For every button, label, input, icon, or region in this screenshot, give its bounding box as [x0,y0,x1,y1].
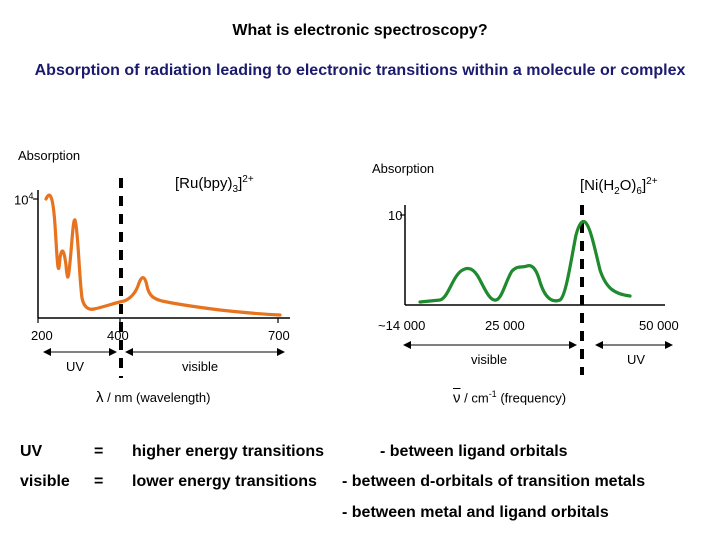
right-region-uv: UV [627,352,646,367]
row-extra-detail: - between metal and ligand orbitals [342,504,609,521]
left-ytick: 104 [14,191,34,208]
row-visible-desc: lower energy transitions [132,473,317,490]
left-region-uv: UV [66,359,85,374]
right-axis-caption: ν / cm-1 (frequency) [453,389,567,407]
row-visible-detail: - between d-orbitals of transition metal… [342,473,646,490]
row-visible-term: visible [20,473,70,490]
right-compound: [Ni(H2O)6]2+ [580,176,658,197]
row-uv-eq: = [94,443,104,460]
left-axis-caption: λ / nm (wavelength) [96,389,211,406]
row-uv-term: UV [20,443,43,460]
right-ytick: 10 [388,208,403,223]
left-xtick-700: 700 [268,328,290,343]
left-region-visible: visible [182,359,219,374]
right-xtick-50000: 50 000 [639,318,679,333]
left-xtick-200: 200 [31,328,53,343]
left-xtick-400: 400 [107,328,129,343]
right-ylabel: Absorption [372,161,435,176]
right-xtick-25000: 25 000 [485,318,525,333]
row-uv-detail: - between ligand orbitals [380,443,568,460]
page-subtitle: Absorption of radiation leading to elect… [34,62,686,79]
left-compound: [Ru(bpy)3]2+ [175,174,254,195]
right-xtick-14000: ~14 000 [378,318,426,333]
ni-h2o-spectrum-line [418,219,632,304]
ru-bpy-spectrum-line [44,193,282,317]
page-title: What is electronic spectroscopy? [232,22,488,39]
right-region-visible: visible [471,352,508,367]
row-visible-eq: = [94,473,104,490]
left-ylabel: Absorption [18,148,81,163]
row-uv-desc: higher energy transitions [132,443,325,460]
